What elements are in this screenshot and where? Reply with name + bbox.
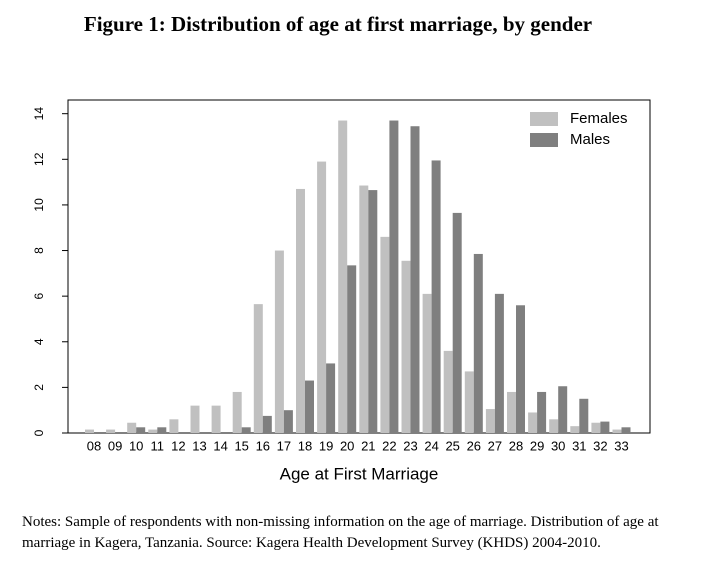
bar [262, 415, 272, 433]
bar [317, 161, 327, 433]
bar [232, 391, 242, 433]
bar [169, 419, 179, 433]
x-tick-label: 17 [277, 438, 291, 453]
bar [612, 429, 622, 433]
plot-box [67, 99, 651, 434]
bar [127, 422, 137, 433]
legend-label: Males [570, 131, 610, 148]
x-tick-label: 29 [530, 438, 544, 453]
bar [422, 293, 432, 433]
bar [274, 250, 284, 433]
bar [570, 426, 580, 433]
bar [211, 405, 221, 433]
x-tick-label: 14 [213, 438, 227, 453]
x-tick-label: 18 [298, 438, 312, 453]
bar [359, 185, 369, 433]
bar [410, 126, 420, 433]
bar [507, 391, 516, 433]
x-tick-label: 24 [424, 438, 438, 453]
bar [157, 427, 167, 433]
bar [473, 253, 483, 433]
chart: Figure 1: Distribution of age at first m… [32, 12, 651, 483]
chart-title: Figure 1: Distribution of age at first m… [84, 12, 592, 36]
x-tick-label: 26 [467, 438, 481, 453]
bar [106, 429, 116, 433]
y-tick-label: 6 [32, 292, 46, 299]
bar [389, 120, 399, 433]
bar [190, 405, 200, 433]
x-tick-label: 10 [129, 438, 143, 453]
bar [443, 350, 453, 433]
legend-swatch [530, 112, 558, 126]
bar [241, 427, 251, 433]
x-tick-label: 19 [319, 438, 333, 453]
x-tick-label: 27 [488, 438, 502, 453]
x-tick-label: 21 [361, 438, 375, 453]
bar [494, 293, 504, 433]
x-tick-label: 32 [593, 438, 607, 453]
bar [516, 305, 525, 433]
bar [464, 371, 474, 433]
bar [600, 421, 610, 433]
x-tick-label: 31 [572, 438, 586, 453]
bar [347, 265, 357, 433]
bar [380, 236, 390, 433]
x-tick-label: 22 [382, 438, 396, 453]
x-tick-label: 11 [151, 438, 165, 453]
bar [528, 412, 538, 433]
bar [368, 190, 378, 433]
bar [431, 160, 441, 434]
x-tick-label: 15 [234, 438, 248, 453]
x-tick-label: 09 [108, 438, 122, 453]
bar [253, 304, 263, 433]
x-tick-label: 23 [403, 438, 417, 453]
bar [579, 398, 589, 433]
bar [305, 380, 314, 433]
bar [485, 409, 495, 433]
bar [338, 120, 348, 433]
x-tick-label: 08 [87, 438, 101, 453]
x-tick-label: 33 [614, 438, 628, 453]
bar [136, 427, 146, 433]
bar [148, 429, 158, 433]
bar [549, 419, 559, 433]
x-tick-label: 25 [445, 438, 459, 453]
x-tick-label: 12 [171, 438, 185, 453]
x-tick-label: 13 [192, 438, 206, 453]
bar [452, 212, 462, 433]
bar [591, 422, 601, 433]
x-tick-label: 20 [340, 438, 354, 453]
x-tick-label: 16 [256, 438, 270, 453]
y-tick-label: 2 [32, 384, 46, 391]
bar [326, 363, 336, 433]
x-tick-label: 30 [551, 438, 565, 453]
bar [283, 410, 293, 433]
legend-label: Females [570, 110, 628, 127]
bar [85, 429, 94, 433]
bar [401, 260, 411, 433]
y-tick-label: 12 [32, 152, 46, 166]
notes: Notes: Sample of respondents with non-mi… [22, 514, 659, 551]
y-tick-label: 10 [32, 198, 46, 212]
y-tick-label: 0 [32, 429, 46, 436]
y-tick-label: 4 [32, 338, 46, 345]
bar [558, 386, 568, 433]
x-axis-label: Age at First Marriage [280, 464, 439, 483]
y-tick-label: 14 [32, 107, 46, 121]
bar [621, 427, 631, 433]
legend-swatch [530, 133, 558, 147]
y-tick-label: 8 [32, 247, 46, 254]
x-tick-label: 28 [509, 438, 523, 453]
bar [296, 188, 305, 433]
bar [537, 391, 547, 433]
